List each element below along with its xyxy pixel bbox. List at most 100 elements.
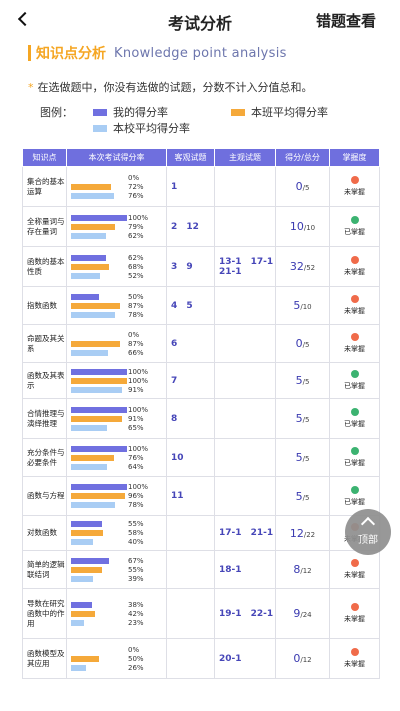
objective-questions[interactable]: 7 (166, 362, 215, 399)
score-rate-cell: 100% 91% 65% (66, 398, 167, 439)
score-value: 32 (289, 260, 304, 273)
objective-questions[interactable]: 11 (166, 476, 215, 516)
subjective-questions[interactable]: 18-1 (214, 550, 276, 589)
mastery-label: 未掌握 (344, 660, 365, 668)
mastery-label: 已掌握 (344, 382, 365, 390)
class-rate-bar-row: 76% (71, 453, 164, 462)
subjective-questions[interactable] (214, 438, 276, 477)
score-value: 0 (295, 337, 303, 350)
objective-questions[interactable] (166, 588, 215, 639)
mastery-status-icon (350, 216, 359, 224)
table-header-row: 知识点 本次考试得分率 客观试题 主观试题 得分/总分 掌握度 (22, 148, 380, 167)
objective-questions[interactable]: 6 (166, 324, 215, 363)
legend-item-school: 本校平均得分率 (93, 120, 190, 136)
school-rate-bar-row: 91% (71, 385, 164, 394)
class-rate-bar (71, 183, 112, 190)
objective-questions[interactable] (166, 550, 215, 589)
my-rate-bar-row: 100% (71, 405, 164, 414)
mastery-label: 未掌握 (344, 571, 365, 579)
legend-item-label: 本校平均得分率 (113, 122, 190, 135)
class-rate-bar-row: 55% (71, 565, 164, 574)
section-accent-bar (28, 45, 31, 61)
score-total: /5 (302, 455, 310, 463)
subjective-questions[interactable]: 17-1 21-1 (214, 515, 276, 551)
header-knowledge-point: 知识点 (22, 148, 67, 167)
mastery-status-icon (350, 485, 359, 494)
knowledge-point-name: 集合的基本运算 (22, 166, 67, 207)
school-rate-bar (71, 502, 115, 508)
subjective-questions[interactable] (214, 362, 276, 399)
subjective-questions[interactable]: 13-1 17-1 21-1 (214, 246, 276, 287)
subjective-questions[interactable] (214, 324, 276, 363)
score-cell: 5/5 (275, 438, 330, 477)
table-row: 指数函数 50% 87% 78% 4 5 5/10 未掌握 (22, 286, 380, 325)
objective-questions[interactable]: 10 (166, 438, 215, 477)
subjective-questions[interactable] (214, 166, 276, 207)
objective-questions[interactable]: 8 (166, 398, 215, 439)
my-rate-bar-row: 0% (71, 330, 164, 339)
class-rate-bar (71, 415, 122, 422)
score-cell: 12/22 (275, 515, 330, 551)
class-rate-bar (71, 263, 110, 270)
objective-questions[interactable]: 1 (166, 166, 215, 207)
objective-questions[interactable]: 3 9 (166, 246, 215, 287)
subjective-questions[interactable] (214, 476, 276, 516)
school-rate-bar-row: 78% (71, 501, 164, 510)
my-rate-value: 0% (128, 645, 140, 654)
back-to-top-button[interactable]: 顶部 (345, 509, 391, 555)
school-rate-bar-row: 64% (71, 462, 164, 471)
score-total: /10 (303, 224, 316, 232)
my-rate-bar (71, 293, 99, 300)
table-row: 全称量词与存在量词 100% 79% 62% 2 12 10/10 已掌握 (22, 206, 380, 247)
table-row: 导数在研究函数中的作用 38% 42% 23% 19-1 22-1 9/24 未掌握 (22, 588, 380, 639)
school-rate-bar (71, 232, 106, 239)
class-rate-bar-row: 87% (71, 339, 164, 348)
class-rate-bar-row: 58% (71, 529, 164, 538)
score-rate-cell: 67% 55% 39% (66, 550, 167, 589)
school-rate-value: 39% (128, 574, 144, 583)
mastery-status-icon (350, 408, 359, 416)
my-rate-bar (71, 484, 127, 490)
score-rate-cell: 0% 50% 26% (66, 638, 167, 679)
class-rate-bar (71, 566, 102, 573)
school-rate-bar (71, 349, 108, 356)
subjective-questions[interactable] (214, 398, 276, 439)
subjective-questions[interactable] (214, 286, 276, 325)
class-rate-value: 87% (128, 339, 144, 348)
class-rate-bar-row: 42% (71, 609, 164, 618)
school-rate-bar (71, 619, 84, 626)
score-rate-cell: 62% 68% 52% (66, 246, 167, 287)
score-value: 8 (293, 563, 301, 576)
my-rate-value: 100% (128, 483, 149, 491)
my-rate-value: 50% (128, 292, 144, 301)
knowledge-point-name: 函数及其表示 (22, 362, 67, 399)
view-wrong-questions-button[interactable]: 错题查看 (315, 12, 376, 30)
section-title: 知识点分析 (36, 46, 106, 62)
subjective-questions[interactable]: 19-1 22-1 (214, 588, 276, 639)
table-row: 合情推理与演绎推理 100% 91% 65% 8 5/5 已掌握 (22, 398, 380, 439)
my-rate-bar-row: 62% (71, 253, 164, 262)
class-rate-value: 87% (128, 301, 144, 310)
school-rate-bar (71, 424, 108, 431)
class-rate-bar (71, 655, 99, 662)
school-rate-bar-row: 39% (71, 574, 164, 583)
note-text: * 在选做题中，你没有选做的试题，分数不计入分值总和。 (28, 81, 313, 94)
subjective-questions[interactable] (214, 206, 276, 247)
school-rate-value: 91% (128, 385, 144, 394)
table-row: 函数与方程 100% 96% 78% 11 5/5 已掌握 (22, 476, 380, 516)
mastery-cell: 未掌握 (329, 166, 380, 207)
my-rate-value: 100% (128, 213, 149, 222)
school-rate-bar (71, 539, 94, 545)
objective-questions[interactable] (166, 638, 215, 679)
school-rate-value: 65% (128, 423, 144, 432)
mastery-label: 未掌握 (344, 188, 365, 196)
objective-questions[interactable]: 4 5 (166, 286, 215, 325)
mastery-label: 已掌握 (344, 420, 365, 428)
mastery-status-icon (350, 295, 359, 303)
page-title: 考试分析 (167, 14, 232, 33)
up-arrow-icon (360, 516, 376, 532)
header-score-rate: 本次考试得分率 (66, 148, 167, 167)
subjective-questions[interactable]: 20-1 (214, 638, 276, 679)
objective-questions[interactable] (166, 515, 215, 551)
objective-questions[interactable]: 2 12 (166, 206, 215, 247)
